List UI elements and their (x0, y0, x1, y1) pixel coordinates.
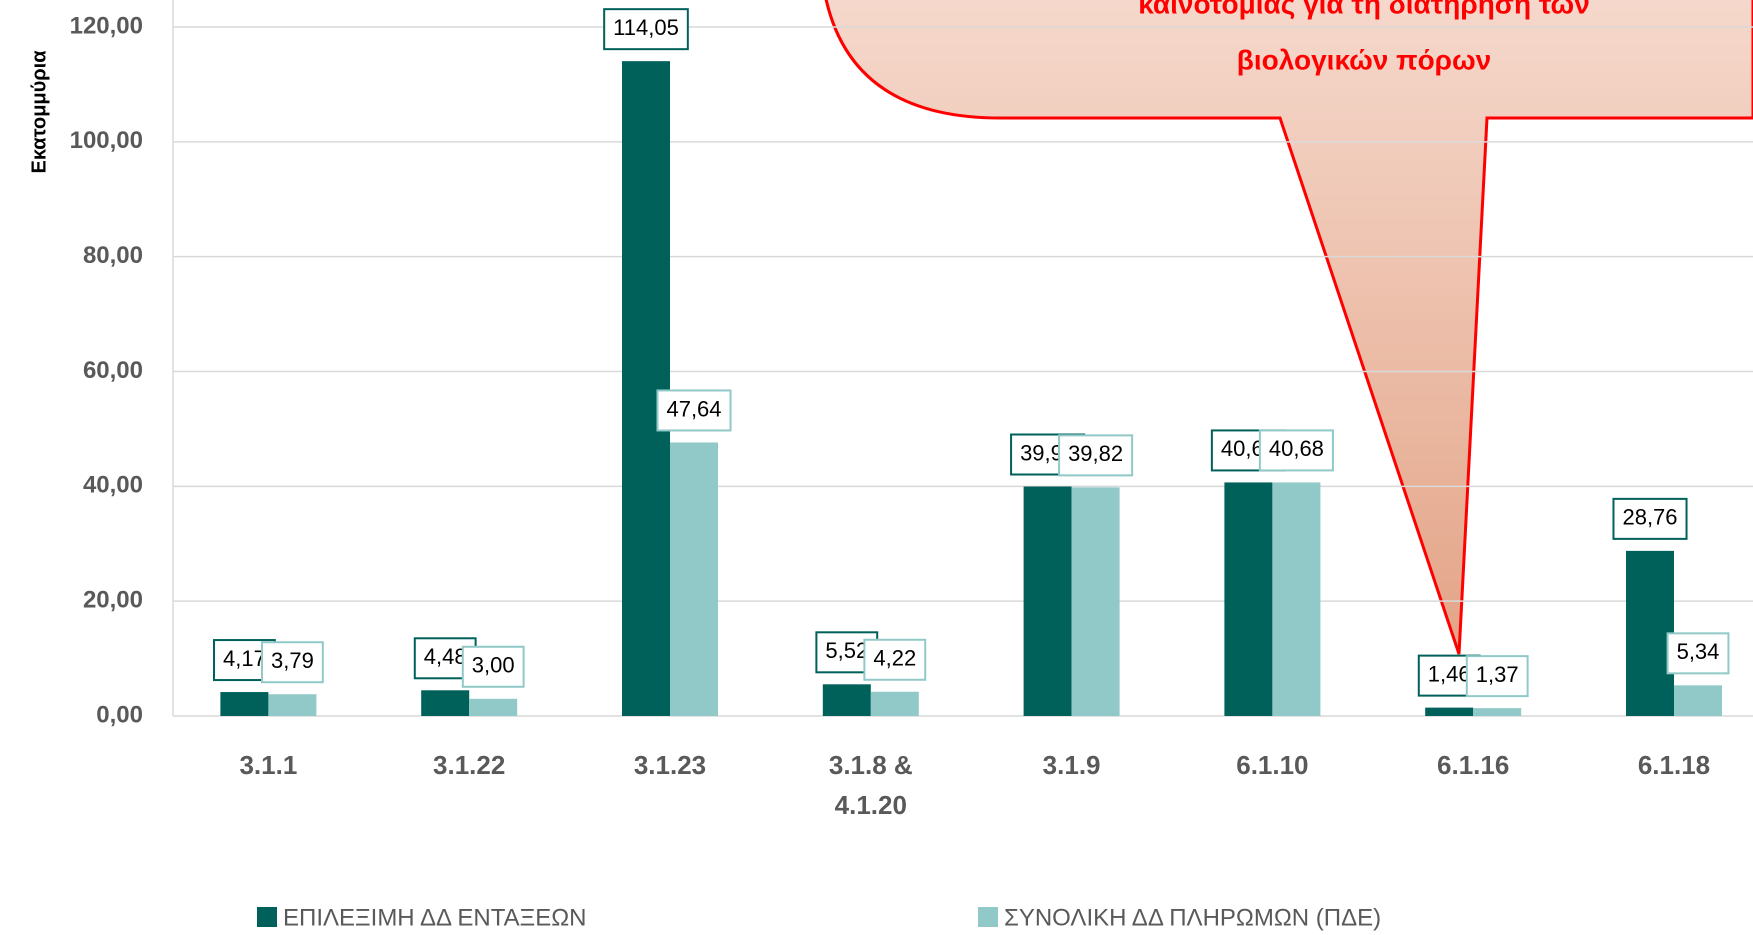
legend-label: ΕΠΙΛΕΞΙΜΗ ΔΔ ΕΝΤΑΞΕΩΝ (283, 904, 587, 931)
x-tick-label: 6.1.16 (1437, 750, 1510, 780)
data-label: 28,76 (1612, 497, 1688, 540)
data-label-box (1058, 434, 1134, 477)
data-label-text: 40,68 (1269, 436, 1324, 461)
legend-swatch (257, 907, 277, 927)
data-label: 5,34 (1666, 632, 1730, 675)
bar (870, 691, 919, 716)
data-label: 1,37 (1465, 655, 1529, 698)
x-tick-label: 3.1.9 (1042, 750, 1101, 780)
legend-swatch (978, 907, 998, 927)
data-label-box (863, 638, 927, 681)
data-label-box (656, 389, 732, 432)
x-tick-label: 6.1.18 (1637, 750, 1711, 780)
y-tick-label: 20,00 (83, 587, 143, 614)
data-label-text: 1,46 (1428, 661, 1471, 686)
x-tick-label: 3.1.22 (433, 750, 506, 780)
y-tick-label: 80,00 (83, 242, 143, 269)
bar (822, 684, 871, 716)
data-label-box (260, 641, 324, 684)
bar (1023, 486, 1072, 716)
bar (268, 694, 317, 716)
callout-text: βιολογικών πόρων (1237, 44, 1491, 75)
x-tick-label: 6.1.10 (1236, 750, 1309, 780)
data-label: 47,64 (656, 389, 732, 432)
data-label-text: 3,79 (271, 648, 314, 673)
y-tick-label: 100,00 (70, 127, 143, 154)
bar (1224, 482, 1273, 716)
legend-label: ΣΥΝΟΛΙΚΗ ΔΔ ΠΛΗΡΩΜΩΝ (ΠΔΕ) (1004, 904, 1381, 931)
x-tick-label: 3.1.8 & 4.1.20 (828, 750, 913, 820)
data-label-text: 5,34 (1677, 639, 1720, 664)
data-label: 39,82 (1058, 434, 1134, 477)
data-label-text: 28,76 (1622, 505, 1677, 530)
bar (1674, 685, 1722, 716)
bar (622, 61, 670, 717)
data-label-box (1258, 429, 1334, 472)
bar (1425, 707, 1474, 716)
data-label-text: 3,00 (472, 653, 515, 678)
x-tick-label: 3.1.23 (633, 750, 707, 780)
data-label-box (1612, 497, 1688, 540)
bar (1626, 550, 1674, 716)
data-label-text: 4,17 (223, 646, 266, 671)
bar (1272, 482, 1321, 716)
bar (1071, 487, 1120, 716)
y-tick-label: 60,00 (83, 357, 143, 384)
y-tick-label: 40,00 (83, 472, 143, 499)
data-label-text: 114,05 (613, 15, 679, 40)
bar (421, 690, 470, 716)
data-label-box (1465, 655, 1529, 698)
bar (1473, 708, 1522, 716)
data-label-box (603, 8, 689, 51)
data-label-box (461, 645, 525, 688)
callout-text: καινοτομίας για τη διατήρηση των (1138, 0, 1590, 19)
y-tick-label: 0,00 (96, 701, 143, 728)
data-label: 3,00 (461, 645, 525, 688)
callout (824, 0, 1753, 655)
bar (670, 442, 718, 716)
bar (220, 692, 269, 716)
y-axis-label: Εκατομμύρια (28, 50, 50, 174)
data-label: 40,68 (1258, 429, 1334, 472)
data-label: 3,79 (260, 641, 324, 684)
y-tick-label: 120,00 (70, 12, 143, 39)
x-tick-label: 3.1.1 (239, 750, 298, 780)
data-label-text: 47,64 (666, 396, 721, 421)
bar (469, 698, 518, 716)
data-label-text: 5,52 (825, 638, 868, 663)
data-label-text: 4,48 (424, 644, 467, 669)
data-label-text: 39,82 (1068, 441, 1123, 466)
data-label: 4,22 (863, 638, 927, 681)
data-label-text: 4,22 (873, 646, 916, 671)
data-label: 114,05 (603, 8, 689, 51)
data-label-box (1666, 632, 1730, 675)
data-label-text: 1,37 (1476, 662, 1519, 687)
